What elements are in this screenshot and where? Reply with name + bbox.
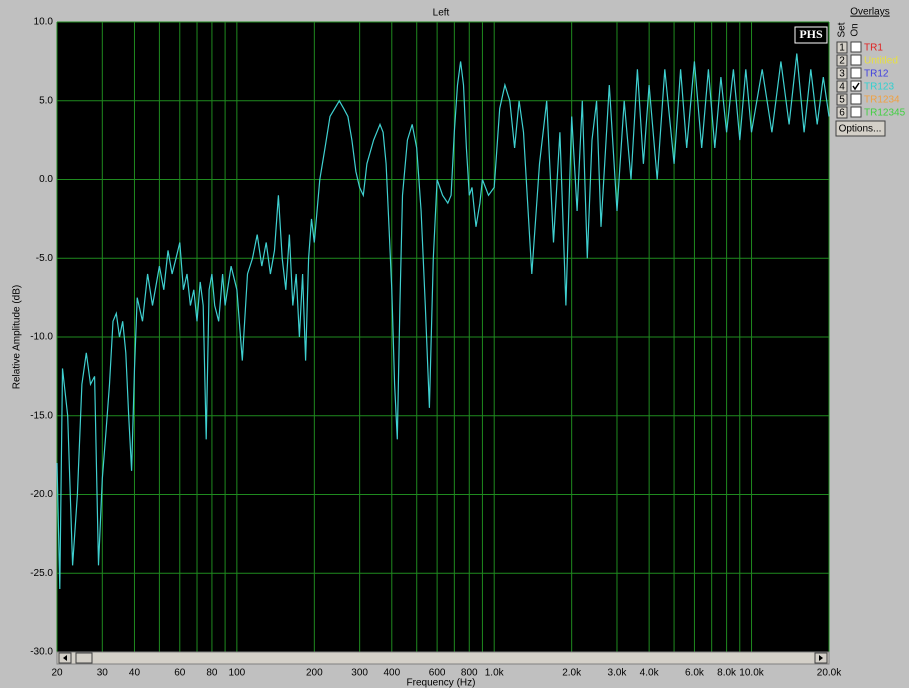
x-tick-label: 100 xyxy=(229,668,246,679)
x-tick-label: 6.0k xyxy=(685,668,705,679)
x-tick-label: 200 xyxy=(306,668,323,679)
x-tick-label: 80 xyxy=(206,668,218,679)
arrow xyxy=(819,655,823,661)
overlay-name: TR123 xyxy=(864,82,894,93)
set-number: 5 xyxy=(839,95,845,106)
x-tick-label: 1.0k xyxy=(485,668,505,679)
x-tick-label: 10.0k xyxy=(739,668,764,679)
x-tick-label: 3.0k xyxy=(608,668,628,679)
scroll-thumb[interactable] xyxy=(75,652,93,664)
x-tick-label: 40 xyxy=(129,668,141,679)
y-tick-label: 0.0 xyxy=(39,174,53,185)
overlay-name: TR12345 xyxy=(864,108,906,119)
set-label: Set xyxy=(837,22,848,37)
y-tick-label: -5.0 xyxy=(36,253,54,264)
checkbox[interactable] xyxy=(850,106,862,118)
y-tick-label: -20.0 xyxy=(30,489,53,500)
y-tick-label: -10.0 xyxy=(30,332,53,343)
logo: PHS xyxy=(799,27,823,41)
arrow xyxy=(63,655,67,661)
scroll-track[interactable] xyxy=(56,651,830,665)
set-number: 6 xyxy=(839,108,845,119)
set-box xyxy=(836,41,848,54)
y-tick-label: -15.0 xyxy=(30,410,53,421)
x-tick-label: 2.0k xyxy=(562,668,582,679)
checkbox[interactable] xyxy=(850,41,862,53)
x-tick-label: 20 xyxy=(51,668,63,679)
set-box xyxy=(836,106,848,119)
checkbox[interactable] xyxy=(850,67,862,79)
data-line xyxy=(56,53,830,590)
x-tick-label: 8.0k xyxy=(717,668,737,679)
set-number: 3 xyxy=(839,69,845,80)
x-tick-label: 30 xyxy=(97,668,109,679)
overlay-name: TR1 xyxy=(864,43,883,54)
checkbox[interactable] xyxy=(850,80,862,92)
options-button[interactable] xyxy=(835,120,886,137)
set-box xyxy=(836,93,848,106)
overlay-name: TR12 xyxy=(864,69,889,80)
y-tick-label: -25.0 xyxy=(30,568,53,579)
x-tick-label: 20.0k xyxy=(817,668,842,679)
overlays-title: Overlays xyxy=(850,7,889,18)
checkmark xyxy=(852,82,860,91)
y-axis-label: Relative Amplitude (dB) xyxy=(12,285,23,390)
overlay-name: TR1234 xyxy=(864,95,900,106)
y-tick-label: -30.0 xyxy=(30,647,53,658)
set-box xyxy=(836,54,848,67)
set-number: 1 xyxy=(839,43,845,54)
x-axis-label: Frequency (Hz) xyxy=(407,678,476,688)
x-tick-label: 400 xyxy=(383,668,400,679)
set-number: 2 xyxy=(839,56,845,67)
logo-box xyxy=(794,26,828,44)
y-tick-label: 10.0 xyxy=(34,17,54,28)
overlay-name: Untitled xyxy=(864,56,898,67)
y-tick-label: 5.0 xyxy=(39,95,53,106)
set-box xyxy=(836,80,848,93)
chart-title: Left xyxy=(433,8,450,19)
x-tick-label: 300 xyxy=(351,668,368,679)
set-number: 4 xyxy=(839,82,845,93)
x-tick-label: 600 xyxy=(429,668,446,679)
x-tick-label: 4.0k xyxy=(640,668,660,679)
x-tick-label: 800 xyxy=(461,668,478,679)
on-label: On xyxy=(850,23,861,36)
button-label[interactable]: Options... xyxy=(839,124,882,135)
checkbox[interactable] xyxy=(850,54,862,66)
set-box xyxy=(836,67,848,80)
scrollbar[interactable] xyxy=(56,651,830,665)
x-tick-label: 60 xyxy=(174,668,186,679)
checkbox[interactable] xyxy=(850,93,862,105)
